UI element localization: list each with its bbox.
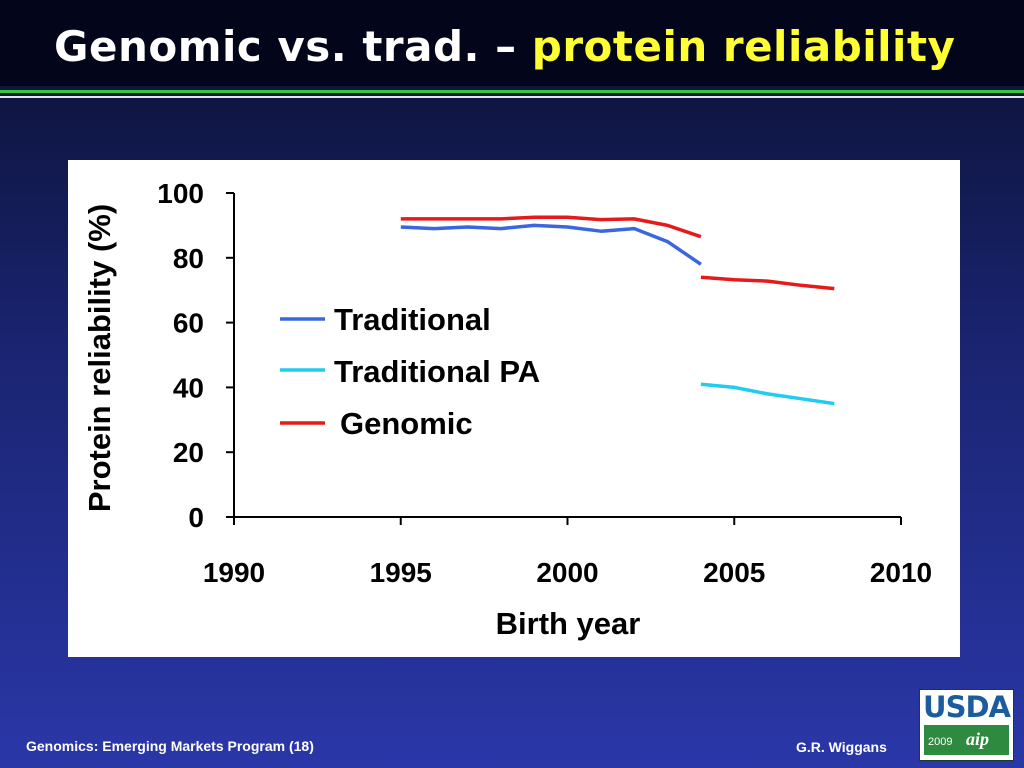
series-line-genomic (700, 275, 835, 291)
footer-program: Genomics: Emerging Markets Program (18) (26, 738, 314, 754)
legend-label-traditional-pa: Traditional PA (334, 354, 540, 389)
x-tick-label: 2000 (536, 557, 598, 588)
x-tick-label: 1995 (370, 557, 432, 588)
y-tick-label: 80 (173, 243, 204, 274)
chart-series (400, 215, 835, 406)
title-highlight: protein reliability (531, 22, 956, 71)
aip-logo-mark: aip (966, 729, 990, 749)
chart-legend: Traditional Traditional PA Genomic (280, 302, 540, 441)
chart-panel: 0 20 40 60 80 100 1990 1995 2000 2005 2010 Traditi… (68, 160, 960, 657)
title-main: Genomic vs. trad. – (54, 22, 517, 71)
series-line-genomic (400, 215, 702, 239)
title-bar (0, 0, 1024, 86)
usda-wordmark: USDA (923, 690, 1011, 724)
series-line-traditional-pa (700, 382, 835, 406)
slide-title: Genomic vs. trad. – protein reliability (54, 22, 955, 71)
y-tick-label: 100 (157, 178, 204, 209)
legend-label-genomic: Genomic (340, 406, 473, 441)
protein-reliability-chart: 0 20 40 60 80 100 1990 1995 2000 2005 2010 Traditi… (82, 178, 932, 641)
x-tick-label: 2005 (703, 557, 765, 588)
title-rule-white (0, 96, 1024, 98)
x-tick-label: 1990 (203, 557, 265, 588)
y-tick-label: 40 (173, 372, 204, 403)
x-axis-label: Birth year (496, 606, 641, 641)
series-line-traditional (400, 223, 702, 266)
chart-axes: 0 20 40 60 80 100 1990 1995 2000 2005 2010 (157, 178, 932, 588)
footer-author: G.R. Wiggans (796, 739, 887, 755)
y-tick-label: 20 (173, 437, 204, 468)
y-tick-label: 0 (188, 502, 204, 533)
usda-logo-band (924, 725, 1009, 755)
title-rule-green (0, 90, 1024, 93)
y-axis-label: Protein reliability (%) (82, 204, 117, 512)
legend-label-traditional: Traditional (334, 302, 491, 337)
usda-logo: USDA 2009 aip (919, 689, 1014, 761)
y-tick-label: 60 (173, 308, 204, 339)
x-tick-label: 2010 (870, 557, 932, 588)
usda-logo-year: 2009 (928, 736, 953, 748)
